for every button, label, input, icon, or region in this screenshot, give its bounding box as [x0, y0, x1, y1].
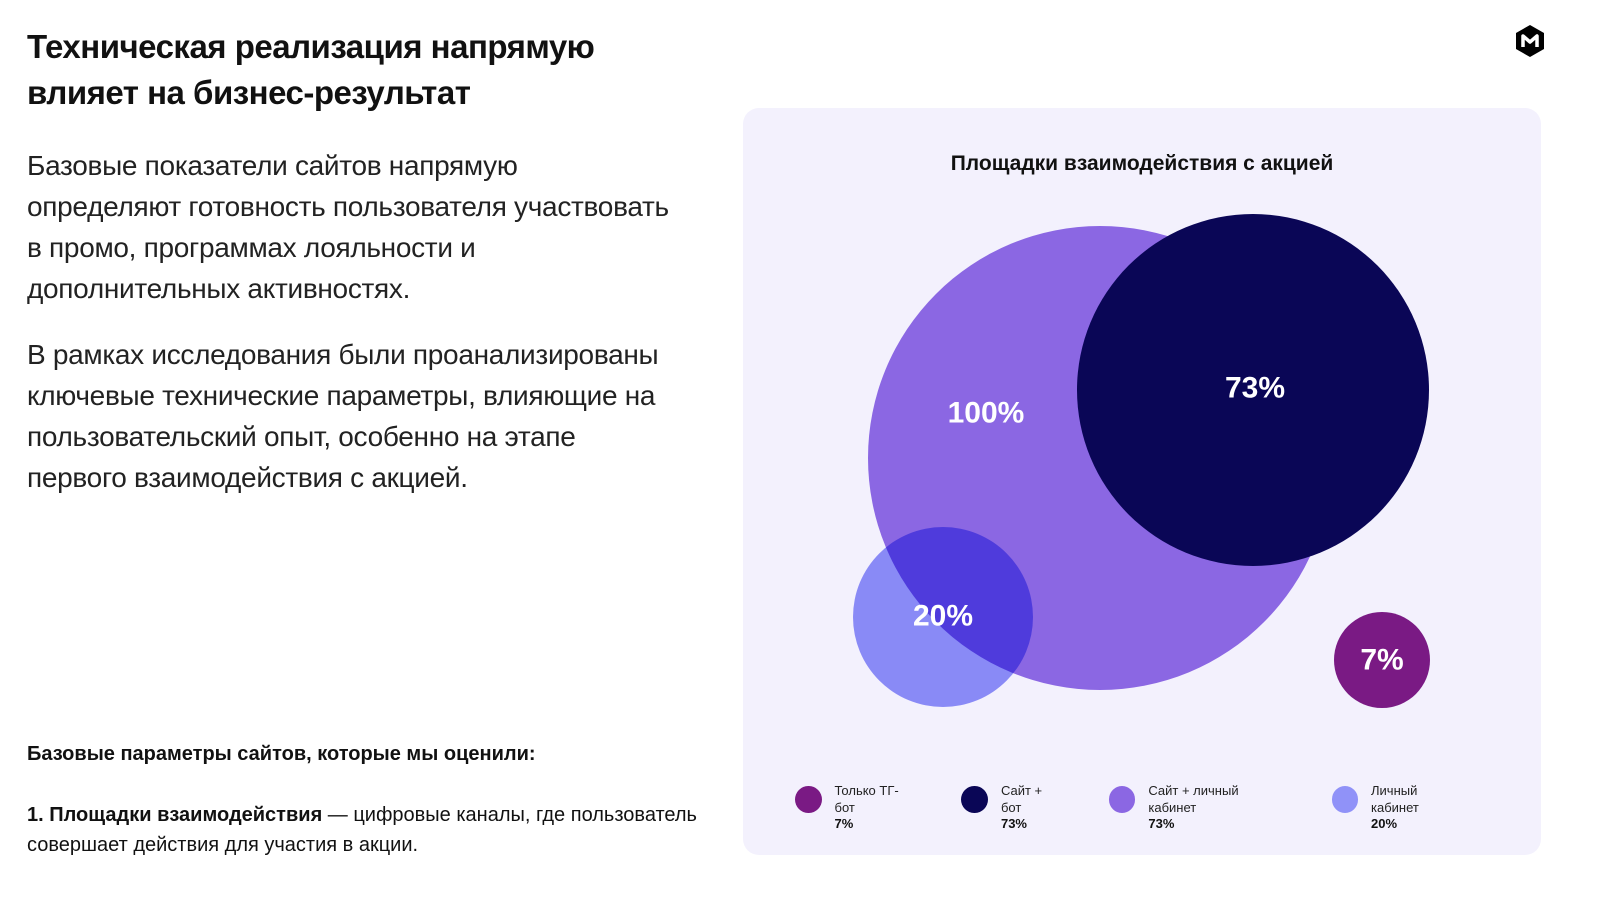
chart-legend: Только ТГ-бот 7% Сайт + бот 73% Сайт + личны… — [795, 782, 1511, 831]
legend-label: Сайт + бот — [1000, 783, 1043, 815]
bubble-label-0: 100% — [948, 397, 1025, 430]
chart-panel: Площадки взаимодействия с акцией 100% 73%… — [743, 108, 1541, 855]
logo-icon — [1516, 25, 1544, 57]
legend-value: 20% — [1371, 816, 1398, 831]
legend-item: Сайт + бот 73% — [961, 782, 1064, 831]
legend-swatch — [1331, 786, 1358, 813]
intro-paragraph: Базовые показатели сайтов напрямую опред… — [27, 150, 669, 304]
legend-label: Сайт + личный кабинет — [1148, 783, 1239, 815]
legend-label: Только ТГ-бот — [834, 783, 899, 815]
bubble-label-1: 73% — [1225, 372, 1285, 405]
legend-swatch — [1108, 786, 1136, 813]
legend-item: Личный кабинет 20% — [1331, 782, 1468, 831]
page-title: Техническая реализация напрямую влияет н… — [27, 28, 595, 111]
legend-item: Сайт + личный кабинет 73% — [1108, 782, 1288, 831]
bubble-chart: 100% 73% 20% 7% — [853, 214, 1430, 708]
chart-title: Площадки взаимодействия с акцией — [950, 152, 1334, 175]
legend-swatch — [795, 786, 822, 813]
bubble-1 — [1077, 214, 1429, 566]
research-paragraph: В рамках исследования были проанализиров… — [27, 339, 659, 493]
legend-label: Личный кабинет — [1371, 783, 1419, 815]
parameter-item-text: — цифровые каналы, где пользователь сове… — [27, 804, 697, 856]
legend-swatch — [961, 786, 988, 813]
bubble-2 — [853, 527, 1033, 707]
bubble-3 — [1334, 612, 1430, 708]
bubble-label-3: 7% — [1360, 644, 1403, 677]
legend-item: Только ТГ-бот 7% — [795, 782, 917, 831]
legend-value: 73% — [1148, 816, 1175, 831]
legend-value: 7% — [834, 816, 854, 831]
parameter-item-1: 1. Площадки взаимодействия — цифровые ка… — [27, 800, 707, 860]
legend-value: 73% — [1000, 816, 1027, 831]
parameters-subheading: Базовые параметры сайтов, которые мы оце… — [27, 743, 536, 765]
bubble-label-2: 20% — [913, 600, 973, 633]
parameter-item-title: 1. Площадки взаимодействия — [27, 804, 323, 826]
